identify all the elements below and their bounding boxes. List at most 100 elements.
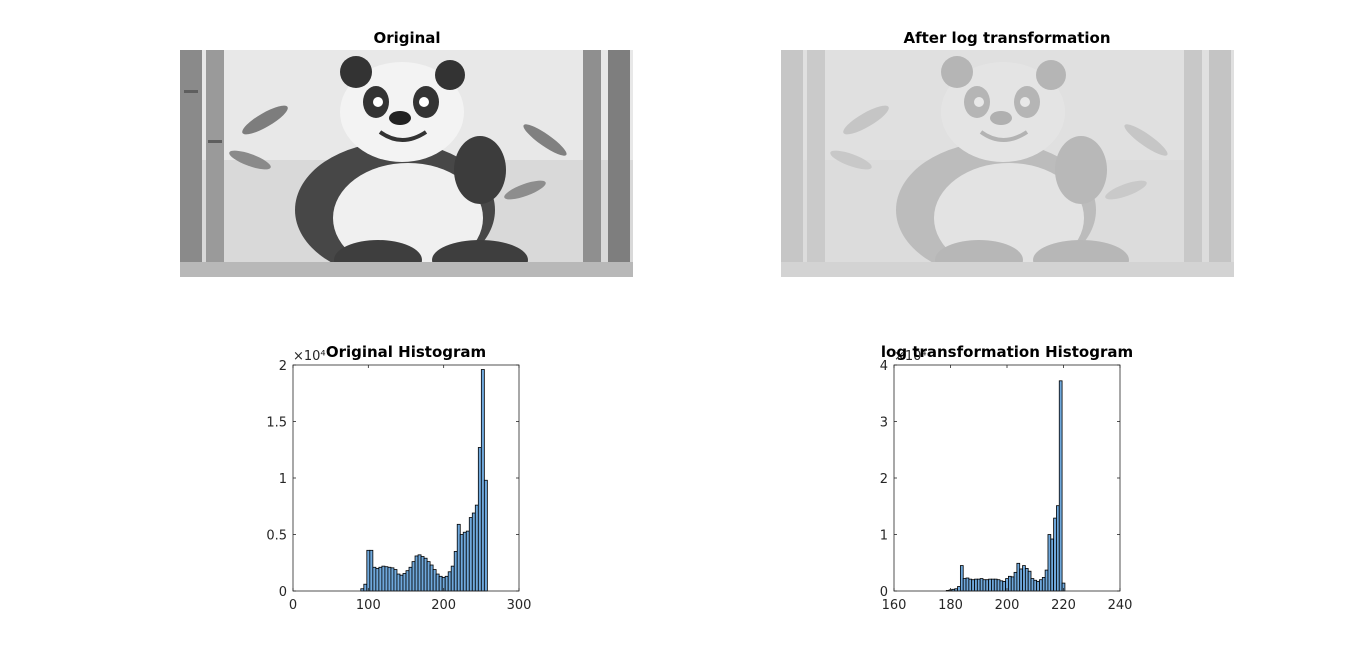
histogram-bar	[445, 576, 448, 591]
histogram-bar	[430, 565, 433, 591]
histogram-bar	[460, 535, 463, 592]
x-tick-label: 180	[938, 598, 963, 613]
axes-box	[894, 365, 1120, 591]
histogram-bar	[994, 579, 997, 591]
histogram-bar	[454, 551, 457, 591]
histogram-bar	[385, 567, 388, 591]
histogram-bar	[403, 573, 406, 591]
histogram-bar	[980, 579, 983, 591]
histogram-bar	[986, 580, 989, 591]
histogram-bar	[418, 555, 421, 591]
histogram-bar	[427, 562, 430, 591]
histogram-bar	[373, 567, 376, 591]
histogram-bar	[1025, 568, 1028, 591]
histogram-bar	[376, 568, 379, 591]
histogram-bar	[1014, 572, 1017, 591]
x-tick-label: 220	[1051, 598, 1076, 613]
histogram-bar	[1054, 518, 1057, 591]
histogram-bar	[969, 579, 972, 591]
histogram-bar	[989, 579, 992, 591]
histogram-bar	[1056, 506, 1059, 591]
histogram-bar	[478, 447, 481, 591]
histogram-bar	[1039, 580, 1042, 591]
histogram-bar	[367, 550, 370, 591]
histogram-bar	[451, 566, 454, 591]
histogram-bar	[1028, 571, 1031, 591]
histogram-original: 0 100 200 300 0 0.5 1 1.5 2 ×10⁴ Original Histogra…	[266, 343, 531, 613]
histogram-bar	[983, 580, 986, 591]
histogram-bar	[415, 556, 418, 591]
histogram-bar	[400, 575, 403, 591]
y-tick-label: 3	[880, 416, 888, 431]
histogram-bar	[958, 586, 961, 591]
histogram-bar	[379, 567, 382, 591]
histogram-bar	[484, 480, 487, 591]
histogram-bar	[382, 566, 385, 591]
x-tick-label: 200	[995, 598, 1020, 613]
histogram-bar	[1042, 577, 1045, 591]
y-tick-label: 1	[880, 529, 888, 544]
y-tick-label: 2	[880, 472, 888, 487]
x-tick-label: 240	[1108, 598, 1133, 613]
histogram-bar	[472, 513, 475, 591]
histogram-bar	[1020, 569, 1023, 591]
histogram-bar	[975, 579, 978, 591]
histogram-bar	[481, 370, 484, 591]
x-tick-label: 0	[289, 598, 297, 613]
histogram-bar	[457, 524, 460, 591]
y-tick-label: 1	[279, 472, 287, 487]
histogram-bar	[370, 550, 373, 591]
histogram-bar	[421, 557, 424, 591]
histogram-bar	[1017, 563, 1020, 591]
y-tick-label: 0	[880, 585, 888, 600]
histogram-bar	[397, 574, 400, 591]
histogram-bar	[1048, 535, 1051, 592]
histogram-bar	[436, 574, 439, 591]
histogram-bar	[1037, 581, 1040, 591]
x-tick-label: 160	[882, 598, 907, 613]
histogram-bar	[439, 576, 442, 591]
histogram-title: Original Histogram	[326, 343, 486, 361]
histogram-bar	[960, 566, 963, 591]
y-exponent-label: ×10⁴	[293, 349, 326, 364]
x-tick-label: 100	[356, 598, 381, 613]
histogram-bar	[448, 572, 451, 591]
x-tick-label: 300	[507, 598, 532, 613]
histogram-bar	[963, 579, 966, 591]
y-tick-label: 1.5	[266, 416, 287, 431]
histogram-bar	[406, 571, 409, 591]
histogram-bar	[1000, 581, 1003, 591]
histogram-bar	[466, 531, 469, 591]
histogram-bar	[1003, 581, 1006, 591]
histogram-bar	[1008, 576, 1011, 591]
histogram-bar	[1011, 577, 1014, 591]
histogram-bar	[433, 570, 436, 591]
histogram-bar	[1034, 580, 1037, 591]
histogram-bar	[966, 578, 969, 591]
histogram-bar	[424, 558, 427, 591]
histogram-bar	[977, 579, 980, 591]
histogram-bar	[972, 580, 975, 591]
histogram-bar	[388, 567, 391, 591]
histogram-bar	[1031, 579, 1034, 591]
y-tick-label: 4	[880, 359, 888, 374]
histogram-bar	[412, 562, 415, 591]
histogram-bar	[1051, 539, 1054, 591]
y-tick-label: 0.5	[266, 529, 287, 544]
histogram-bar	[997, 580, 1000, 591]
histogram-bar	[475, 505, 478, 591]
x-tick-label: 200	[431, 598, 456, 613]
histogram-bar	[469, 518, 472, 591]
histogram-bar	[1023, 566, 1026, 591]
histogram-bar	[394, 570, 397, 591]
histogram-bar	[364, 584, 367, 591]
histogram-bar	[409, 567, 412, 591]
y-tick-label: 2	[279, 359, 287, 374]
y-tick-label: 0	[279, 585, 287, 600]
histogram-bar	[991, 579, 994, 591]
histogram-title: log transformation Histogram	[881, 343, 1133, 361]
histogram-bar	[391, 568, 394, 591]
histogram-bar	[463, 532, 466, 591]
